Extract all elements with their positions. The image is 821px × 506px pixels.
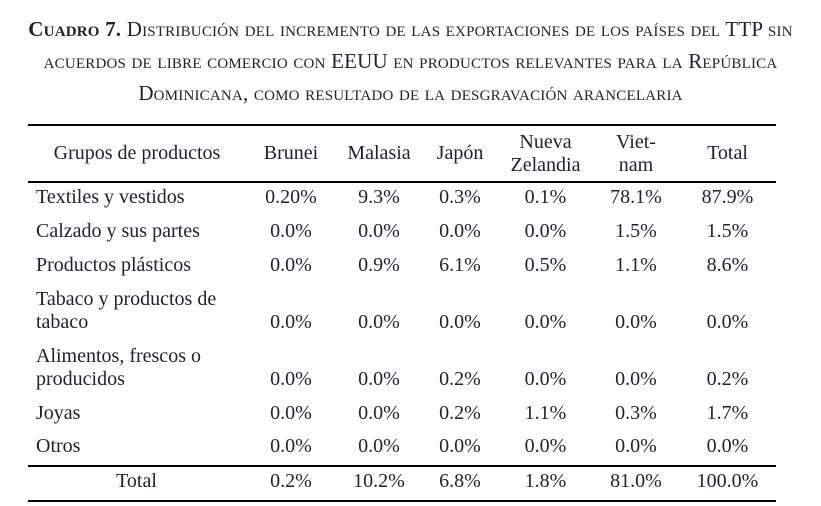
value-cell: 0.0% xyxy=(615,311,657,333)
value-cell: 0.0% xyxy=(524,220,567,242)
value-cell: 0.9% xyxy=(358,254,400,276)
value-cell: 0.0% xyxy=(615,368,657,390)
value-cell: 0.0% xyxy=(706,435,749,457)
row-label: Joyas xyxy=(36,402,81,424)
value-cell: 1.5% xyxy=(615,220,657,242)
value-cell: 1.1% xyxy=(524,402,567,424)
value-cell: 1.7% xyxy=(706,402,749,424)
value-cell: 0.2% xyxy=(439,368,481,390)
column-header-japon: Japón xyxy=(436,142,484,164)
column-header-total: Total xyxy=(707,142,748,164)
table-row-total: Total 0.2% 10.2% 6.8% 1.8% 81.0% 100.0% xyxy=(28,466,776,501)
column-header-grupos: Grupos de productos xyxy=(53,142,221,164)
value-cell: 0.0% xyxy=(358,435,400,457)
table-row-calzado: Calzado y sus partes 0.0% 0.0% 0.0% 0.0%… xyxy=(28,216,776,250)
column-header-brunei: Brunei xyxy=(263,142,319,164)
value-cell: 0.0% xyxy=(439,311,481,333)
value-cell: 78.1% xyxy=(610,186,662,208)
table-row-plasticos: Productos plásticos 0.0% 0.9% 6.1% 0.5% … xyxy=(28,250,776,284)
total-value-cell: 100.0% xyxy=(696,470,759,492)
column-header-malasia: Malasia xyxy=(347,142,411,164)
total-row-label: Total xyxy=(116,470,157,492)
table-header: Grupos de productos Brunei Malasia Japón… xyxy=(28,125,776,182)
row-label: Textiles y vestidos xyxy=(36,186,185,208)
value-cell: 0.0% xyxy=(358,368,400,390)
value-cell: 0.0% xyxy=(270,368,312,390)
value-cell: 9.3% xyxy=(358,186,400,208)
column-header-vietnam: Viet-nam xyxy=(593,125,679,182)
total-value-cell: 81.0% xyxy=(610,470,662,492)
total-value-cell: 6.8% xyxy=(439,470,481,492)
total-value-cell: 1.8% xyxy=(524,470,567,492)
value-cell: 1.5% xyxy=(706,220,749,242)
table-caption-text: Distribución del incremento de las expor… xyxy=(43,17,793,105)
value-cell: 0.0% xyxy=(615,435,657,457)
value-cell: 0.0% xyxy=(270,254,312,276)
value-cell: 0.0% xyxy=(524,311,567,333)
row-label: Calzado y sus partes xyxy=(36,220,200,242)
row-label: Alimentos, frescos o producidos xyxy=(36,345,201,390)
value-cell: 0.0% xyxy=(524,435,567,457)
total-value-cell: 10.2% xyxy=(353,470,405,492)
value-cell: 87.9% xyxy=(701,186,754,208)
row-label: Tabaco y productos de tabaco xyxy=(36,288,217,333)
value-cell: 0.0% xyxy=(358,311,400,333)
value-cell: 0.20% xyxy=(265,186,317,208)
value-cell: 0.0% xyxy=(358,402,400,424)
table-row-tabaco: Tabaco y productos de tabaco 0.0% 0.0% 0… xyxy=(28,284,776,341)
value-cell: 0.0% xyxy=(270,220,312,242)
table-row-alimentos: Alimentos, frescos o producidos 0.0% 0.0… xyxy=(28,341,776,398)
row-label: Productos plásticos xyxy=(36,254,191,276)
value-cell: 0.0% xyxy=(439,220,481,242)
value-cell: 6.1% xyxy=(439,254,481,276)
value-cell: 0.2% xyxy=(439,402,481,424)
table-row-textiles: Textiles y vestidos 0.20% 9.3% 0.3% 0.1%… xyxy=(28,182,776,216)
value-cell: 0.3% xyxy=(439,186,481,208)
table-caption-label: Cuadro 7. xyxy=(28,17,122,41)
value-cell: 8.6% xyxy=(706,254,749,276)
data-table: Grupos de productos Brunei Malasia Japón… xyxy=(28,124,776,502)
value-cell: 0.1% xyxy=(524,186,567,208)
value-cell: 0.0% xyxy=(270,311,312,333)
value-cell: 0.2% xyxy=(706,368,749,390)
value-cell: 0.0% xyxy=(270,435,312,457)
header-row: Grupos de productos Brunei Malasia Japón… xyxy=(28,125,776,182)
table-row-joyas: Joyas 0.0% 0.0% 0.2% 1.1% 0.3% 1.7% xyxy=(28,398,776,432)
table-row-otros: Otros 0.0% 0.0% 0.0% 0.0% 0.0% 0.0% xyxy=(28,432,776,466)
value-cell: 0.3% xyxy=(615,402,657,424)
value-cell: 0.0% xyxy=(270,402,312,424)
row-label: Otros xyxy=(36,435,81,457)
value-cell: 0.0% xyxy=(358,220,400,242)
total-value-cell: 0.2% xyxy=(270,470,312,492)
value-cell: 0.0% xyxy=(524,368,567,390)
value-cell: 1.1% xyxy=(615,254,657,276)
table-body: Textiles y vestidos 0.20% 9.3% 0.3% 0.1%… xyxy=(28,182,776,501)
value-cell: 0.0% xyxy=(439,435,481,457)
value-cell: 0.0% xyxy=(706,311,749,333)
value-cell: 0.5% xyxy=(524,254,567,276)
table-caption: Cuadro 7. Distribución del incremento de… xyxy=(19,0,803,109)
column-header-vietnam-text: Viet-nam xyxy=(616,130,656,176)
column-header-nueva-zelandia: Nueva Zelandia xyxy=(510,130,581,176)
